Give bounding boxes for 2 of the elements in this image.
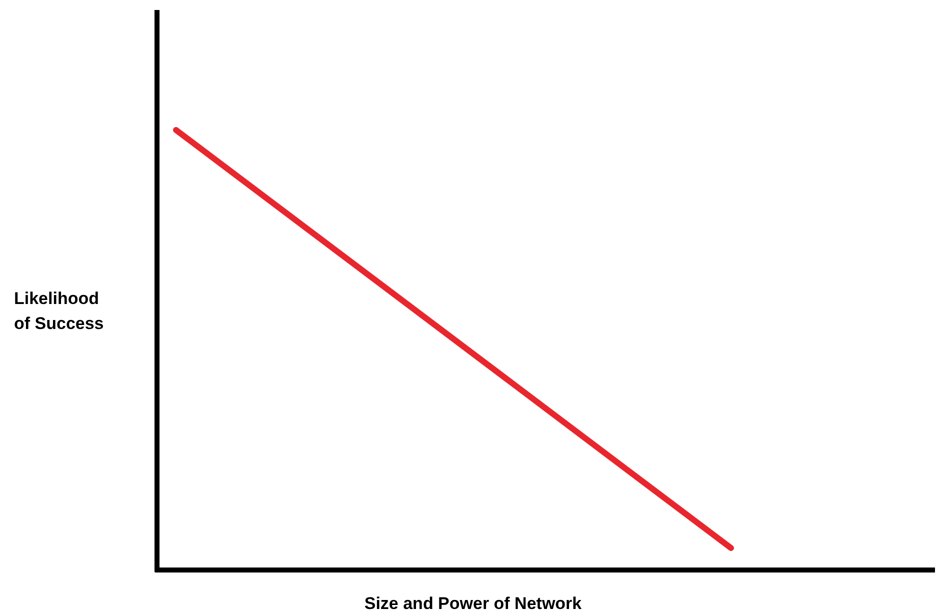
y-axis-title: Likelihood of Success — [14, 289, 104, 333]
x-axis-title: Size and Power of Network — [364, 594, 582, 613]
